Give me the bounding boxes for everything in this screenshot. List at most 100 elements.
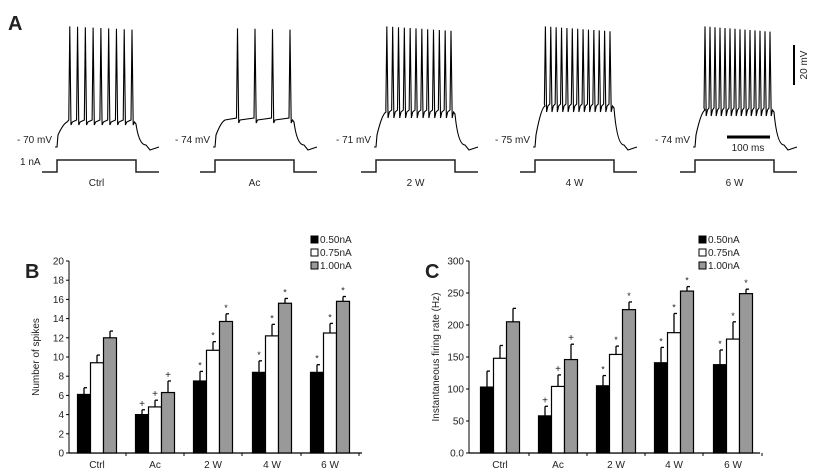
current-step xyxy=(680,159,797,173)
current-step xyxy=(520,159,637,173)
significance-mark: + xyxy=(139,399,145,410)
y-tick-label: 150 xyxy=(447,353,464,364)
bar xyxy=(725,338,741,454)
bar xyxy=(102,337,118,454)
voltage-trace xyxy=(533,26,638,151)
legend-label: 0.75nA xyxy=(708,248,740,259)
significance-mark: * xyxy=(685,276,689,286)
bar xyxy=(277,302,293,454)
significance-mark: * xyxy=(257,350,261,360)
legend-swatch xyxy=(310,261,319,270)
significance-mark: * xyxy=(270,313,274,323)
bar xyxy=(89,362,105,454)
resting-potential-label: - 75 mV xyxy=(495,135,530,146)
bar xyxy=(653,362,669,454)
y-tick-label: 14 xyxy=(53,314,65,325)
significance-mark: + xyxy=(568,333,574,344)
significance-mark: * xyxy=(198,360,202,370)
chart-spikes: B 0 2 4 6 8 10 12 14 16 18 20 Number of spikes Ctrl Ac… xyxy=(25,235,362,471)
legend-swatch xyxy=(698,235,707,244)
condition-label: 6 W xyxy=(726,178,744,189)
significance-mark: + xyxy=(555,364,561,375)
bar xyxy=(205,349,221,454)
panel-a-traces: - 70 mV Ctrl - 74 mV Ac - 71 mV 2 W - 75 mV 4 W… xyxy=(17,26,798,189)
resting-potential-label: - 74 mV xyxy=(175,135,210,146)
y-tick-label: 50 xyxy=(453,417,465,428)
bar xyxy=(608,353,624,454)
x-tick-label: 6 W xyxy=(724,460,742,471)
bar xyxy=(192,380,208,454)
legend-swatch xyxy=(698,248,707,257)
condition-label: Ctrl xyxy=(89,178,105,189)
significance-mark: * xyxy=(315,354,319,364)
x-tick-label: Ctrl xyxy=(492,460,508,471)
voltage-trace xyxy=(213,28,318,151)
x-tick-label: Ctrl xyxy=(89,460,105,471)
significance-mark: * xyxy=(731,311,735,321)
bar xyxy=(666,332,682,454)
significance-mark: * xyxy=(211,331,215,341)
significance-mark: * xyxy=(283,287,287,297)
y-tick-label: 0 xyxy=(58,449,64,460)
bar xyxy=(505,321,521,454)
resting-potential-label: - 74 mV xyxy=(655,135,690,146)
current-step xyxy=(361,159,478,173)
significance-mark: * xyxy=(744,278,748,288)
y-tick-label: 6 xyxy=(58,391,64,402)
y-tick-label: 2 xyxy=(58,429,64,440)
y-tick-label: 200 xyxy=(447,321,464,332)
bar xyxy=(76,393,92,454)
legend-swatch xyxy=(698,261,707,270)
voltage-trace xyxy=(693,26,798,151)
panel-label: B xyxy=(25,261,39,283)
y-tick-label: 4 xyxy=(58,410,64,421)
resting-potential-label: - 70 mV xyxy=(17,135,52,146)
significance-mark: * xyxy=(659,336,663,346)
current-step xyxy=(200,159,317,173)
significance-mark: * xyxy=(718,339,722,349)
bar xyxy=(218,320,234,454)
legend-swatch xyxy=(310,248,319,257)
legend-label: 0.75nA xyxy=(320,248,352,259)
x-tick-label: 2 W xyxy=(607,460,625,471)
y-axis-label: Number of spikes xyxy=(31,318,42,396)
significance-mark: * xyxy=(328,312,332,322)
y-tick-label: 300 xyxy=(447,257,464,268)
panel-label: C xyxy=(425,261,439,283)
significance-mark: * xyxy=(224,303,228,313)
chart-firing-rate: C 0.0 50 100 150 200 250 300 Instantaneous firin… xyxy=(425,235,763,471)
x-tick-label: Ac xyxy=(149,460,161,471)
bar xyxy=(134,414,150,454)
x-tick-label: 2 W xyxy=(204,460,222,471)
condition-label: 4 W xyxy=(566,178,584,189)
legend-label: 0.50nA xyxy=(320,235,352,246)
panel-a-label: A xyxy=(8,13,22,35)
bar xyxy=(479,386,495,454)
legend-label: 1.00nA xyxy=(708,261,740,272)
current-step xyxy=(42,159,159,173)
condition-label: 2 W xyxy=(407,178,425,189)
x-tick-label: 4 W xyxy=(665,460,683,471)
bar xyxy=(264,335,280,454)
significance-mark: + xyxy=(542,395,548,406)
significance-mark: + xyxy=(152,389,158,400)
bar xyxy=(147,406,163,454)
y-tick-label: 8 xyxy=(58,372,64,383)
bar xyxy=(251,371,267,454)
y-tick-label: 20 xyxy=(53,257,65,268)
y-tick-label: 0.0 xyxy=(450,449,464,460)
time-scale-label: 100 ms xyxy=(732,143,765,154)
y-tick-label: 18 xyxy=(53,276,65,287)
resting-potential-label: - 71 mV xyxy=(336,135,371,146)
bar xyxy=(492,357,508,454)
legend-label: 0.50nA xyxy=(708,235,740,246)
x-tick-label: Ac xyxy=(552,460,564,471)
voltage-trace xyxy=(55,26,160,151)
voltage-scale-label: 20 mV xyxy=(799,50,810,79)
y-tick-label: 250 xyxy=(447,289,464,300)
bar xyxy=(621,309,637,454)
bar xyxy=(738,293,754,454)
x-tick-label: 4 W xyxy=(263,460,281,471)
significance-mark: * xyxy=(601,365,605,375)
